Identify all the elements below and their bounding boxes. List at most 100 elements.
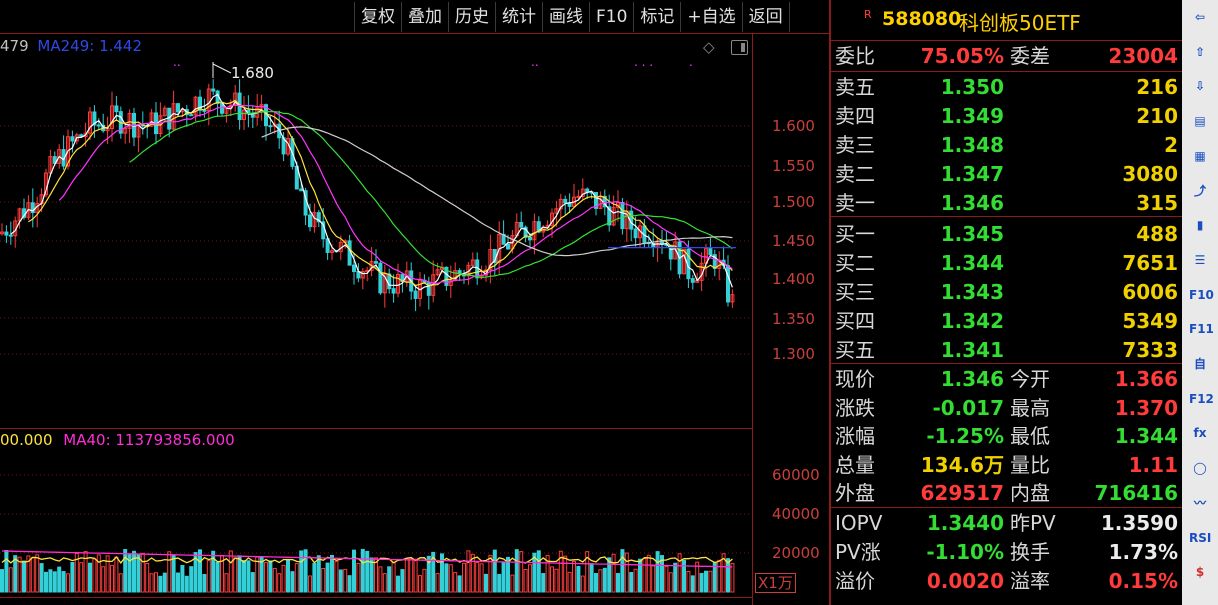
toolbar-button-7[interactable]: +自选 <box>680 2 741 32</box>
row-value-2: 0.15% <box>1108 569 1178 593</box>
volume-bar <box>158 575 163 593</box>
panel-toggle-icon[interactable] <box>731 40 748 55</box>
volume-bar <box>294 563 299 593</box>
iopv-row[interactable]: 溢价 0.0020 溢率 0.15% <box>831 567 1182 595</box>
divider <box>831 363 1182 364</box>
row-label: 买五 <box>835 338 875 362</box>
kline-chart-svg[interactable]: .. .. . . . . 1.680 <box>0 0 829 605</box>
volume-bar <box>259 557 264 593</box>
ask-row[interactable]: 卖三 1.348 2 <box>831 131 1182 159</box>
candle-body <box>83 132 88 138</box>
row-label: 涨跌 <box>835 395 875 420</box>
candle-body <box>523 226 528 238</box>
volume-bar <box>391 561 396 593</box>
f11-icon[interactable]: F11 <box>1189 322 1214 337</box>
volume-bar <box>66 573 70 593</box>
volume-bar <box>4 549 9 593</box>
toolbar-button-5[interactable]: F10 <box>589 2 633 32</box>
volume-bar <box>695 561 700 593</box>
volume-bar <box>638 558 642 593</box>
candle-body <box>413 290 418 299</box>
candle-body <box>488 248 493 271</box>
volume-bar <box>74 552 79 593</box>
candle-body <box>114 105 119 113</box>
iopv-row[interactable]: PV涨 -1.10% 换手 1.73% <box>831 538 1182 566</box>
row-label: PV涨 <box>835 540 881 564</box>
ask-row[interactable]: 卖一 1.346 315 <box>831 189 1182 217</box>
volume-bar <box>44 571 48 593</box>
ask-row[interactable]: 卖二 1.347 3080 <box>831 160 1182 188</box>
ask-row[interactable]: 卖五 1.350 216 <box>831 73 1182 101</box>
circle-icon[interactable]: ◯ <box>1193 461 1207 476</box>
bid-row[interactable]: 买三 1.343 6006 <box>831 278 1182 306</box>
self-select-icon[interactable]: 自 <box>1193 357 1206 371</box>
candle-body <box>682 248 686 275</box>
arrow-left-icon[interactable]: ⇦ <box>1194 10 1206 24</box>
volume-unit-label[interactable]: X1万 <box>755 573 796 593</box>
toolbar-button-4[interactable]: 画线 <box>542 2 589 32</box>
candle-body <box>48 156 53 174</box>
row-label: 现价 <box>835 367 875 391</box>
volume-bar <box>453 572 458 593</box>
volume-bar <box>92 558 97 593</box>
candle-body <box>211 88 216 92</box>
volume-ma-short <box>1 556 733 564</box>
stat-row[interactable]: 总量 134.6万 量比 1.11 <box>831 451 1182 479</box>
list-icon[interactable]: ☰ <box>1194 252 1206 267</box>
stock-code[interactable]: 588080 <box>882 8 962 30</box>
function-icon[interactable]: fx <box>1193 426 1207 441</box>
volume-bar <box>404 557 409 593</box>
volume-bar <box>303 549 308 593</box>
toolbar-button-8[interactable]: 返回 <box>741 2 790 32</box>
stat-row[interactable]: 涨幅 -1.25% 最低 1.344 <box>831 422 1182 450</box>
line-chart-icon[interactable]: ⤴ <box>1193 183 1206 198</box>
f10-icon[interactable]: F10 <box>1189 287 1214 302</box>
bid-row[interactable]: 买一 1.345 488 <box>831 220 1182 248</box>
stat-row[interactable]: 涨跌 -0.017 最高 1.370 <box>831 394 1182 422</box>
toolbar-button-3[interactable]: 统计 <box>495 2 542 32</box>
rsi-icon[interactable]: RSI <box>1189 530 1212 545</box>
kline-chart-area[interactable]: .. .. . . . . 1.680 复权 叠加 历史 统计 画线 F10 标记 +自选 返回… <box>0 0 829 605</box>
row-value-2: 1.370 <box>1114 395 1178 420</box>
weibi-value: 75.05% <box>920 44 1004 68</box>
row-value: 1.346 <box>940 191 1004 215</box>
volume-bar <box>202 574 207 593</box>
arrow-up-icon[interactable]: ⇧ <box>1194 44 1206 59</box>
wave-icon[interactable]: 〰 <box>1193 495 1206 510</box>
volume-bar <box>444 563 449 593</box>
volume-tick: 60000 <box>772 466 820 484</box>
bid-row[interactable]: 买四 1.342 5349 <box>831 307 1182 335</box>
dollar-icon[interactable]: $ <box>1195 565 1205 580</box>
bid-row[interactable]: 买五 1.341 7333 <box>831 336 1182 364</box>
row-label: 卖一 <box>835 191 875 215</box>
arrow-down-icon[interactable]: ⇩ <box>1194 79 1206 94</box>
row-value-2: 1.73% <box>1108 540 1178 564</box>
row-label: 买一 <box>835 222 875 246</box>
grid-icon[interactable]: ▦ <box>1194 148 1206 163</box>
report-icon[interactable]: ▤ <box>1194 114 1206 129</box>
candle-body <box>563 198 568 204</box>
stat-row[interactable]: 现价 1.346 今开 1.366 <box>831 365 1182 393</box>
candle-body <box>506 243 510 250</box>
stat-row[interactable]: 外盘 629517 内盘 716416 <box>831 479 1182 507</box>
volume-tick: 20000 <box>772 544 820 562</box>
toolbar-button-2[interactable]: 历史 <box>448 2 495 32</box>
volume-ma-lines <box>1 550 733 568</box>
f12-icon[interactable]: F12 <box>1189 391 1214 406</box>
volume-bar <box>682 559 686 593</box>
ask-row[interactable]: 卖四 1.349 210 <box>831 102 1182 130</box>
bid-row[interactable]: 买二 1.344 7651 <box>831 249 1182 277</box>
volume-bar <box>13 555 18 593</box>
volume-bar <box>162 572 167 593</box>
candlestick-icon[interactable]: ▮ <box>1196 218 1204 233</box>
toolbar-button-1[interactable]: 叠加 <box>401 2 448 32</box>
iopv-row[interactable]: IOPV 1.3440 昨PV 1.3590 <box>831 509 1182 537</box>
toolbar-button-6[interactable]: 标记 <box>633 2 680 32</box>
row-label: 买二 <box>835 251 875 275</box>
toolbar-button-0[interactable]: 复权 <box>354 2 401 32</box>
stock-name[interactable]: 科创板50ETF <box>959 11 1081 35</box>
volume-bar <box>206 560 211 593</box>
diamond-icon[interactable]: ◇ <box>703 38 715 56</box>
row-value: 1.341 <box>940 338 1004 362</box>
volume-bar <box>193 552 198 593</box>
